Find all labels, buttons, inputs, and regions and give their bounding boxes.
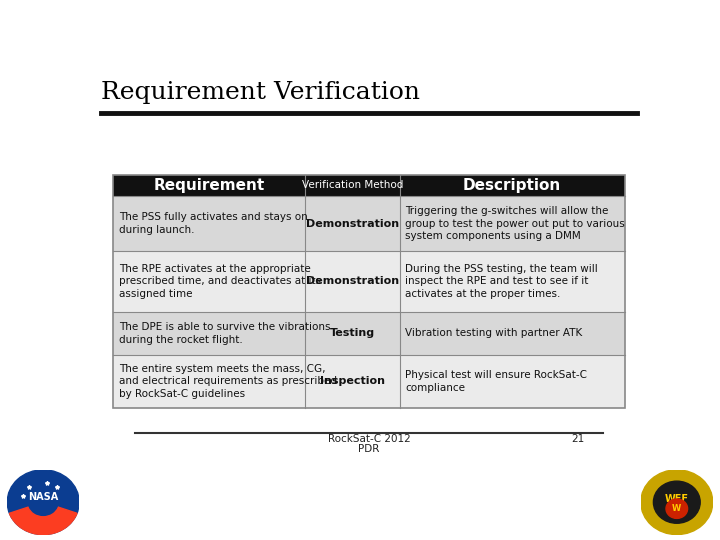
Text: Description: Description (463, 178, 562, 193)
Bar (114, 196, 624, 251)
Text: Demonstration: Demonstration (306, 276, 399, 286)
Text: Inspection: Inspection (320, 376, 385, 386)
Text: Verification Method: Verification Method (302, 180, 403, 191)
Bar (114, 251, 624, 312)
Text: PDR: PDR (359, 444, 379, 455)
Text: Physical test will ensure RockSat-C
compliance: Physical test will ensure RockSat-C comp… (405, 370, 588, 393)
Text: RockSat-C 2012: RockSat-C 2012 (328, 434, 410, 444)
Text: The entire system meets the mass, CG,
and electrical requirements as prescribed
: The entire system meets the mass, CG, an… (119, 363, 337, 399)
Wedge shape (9, 507, 77, 535)
Circle shape (7, 470, 79, 535)
Text: During the PSS testing, the team will
inspect the RPE and test to see if it
acti: During the PSS testing, the team will in… (405, 264, 598, 299)
Text: Requirement Verification: Requirement Verification (101, 82, 420, 104)
Text: Triggering the g-switches will allow the
group to test the power out put to vari: Triggering the g-switches will allow the… (405, 206, 625, 241)
Text: Requirement: Requirement (153, 178, 265, 193)
Text: The DPE is able to survive the vibrations
during the rocket flight.: The DPE is able to survive the vibration… (119, 322, 330, 345)
Text: 21: 21 (572, 434, 585, 444)
Text: NASA: NASA (28, 492, 58, 502)
Bar (114, 175, 624, 196)
Text: Vibration testing with partner ATK: Vibration testing with partner ATK (405, 328, 582, 338)
Text: Testing: Testing (330, 328, 375, 338)
Text: Demonstration: Demonstration (306, 219, 399, 228)
Bar (114, 175, 624, 408)
Circle shape (666, 499, 688, 518)
Bar (114, 355, 624, 408)
Text: The RPE activates at the appropriate
prescribed time, and deactivates at its
ass: The RPE activates at the appropriate pre… (119, 264, 321, 299)
Text: The PSS fully activates and stays on
during launch.: The PSS fully activates and stays on dur… (119, 212, 307, 235)
Circle shape (641, 470, 713, 535)
Circle shape (654, 481, 700, 523)
Text: WFF: WFF (665, 494, 689, 504)
Text: W: W (672, 504, 681, 513)
Bar (114, 312, 624, 355)
